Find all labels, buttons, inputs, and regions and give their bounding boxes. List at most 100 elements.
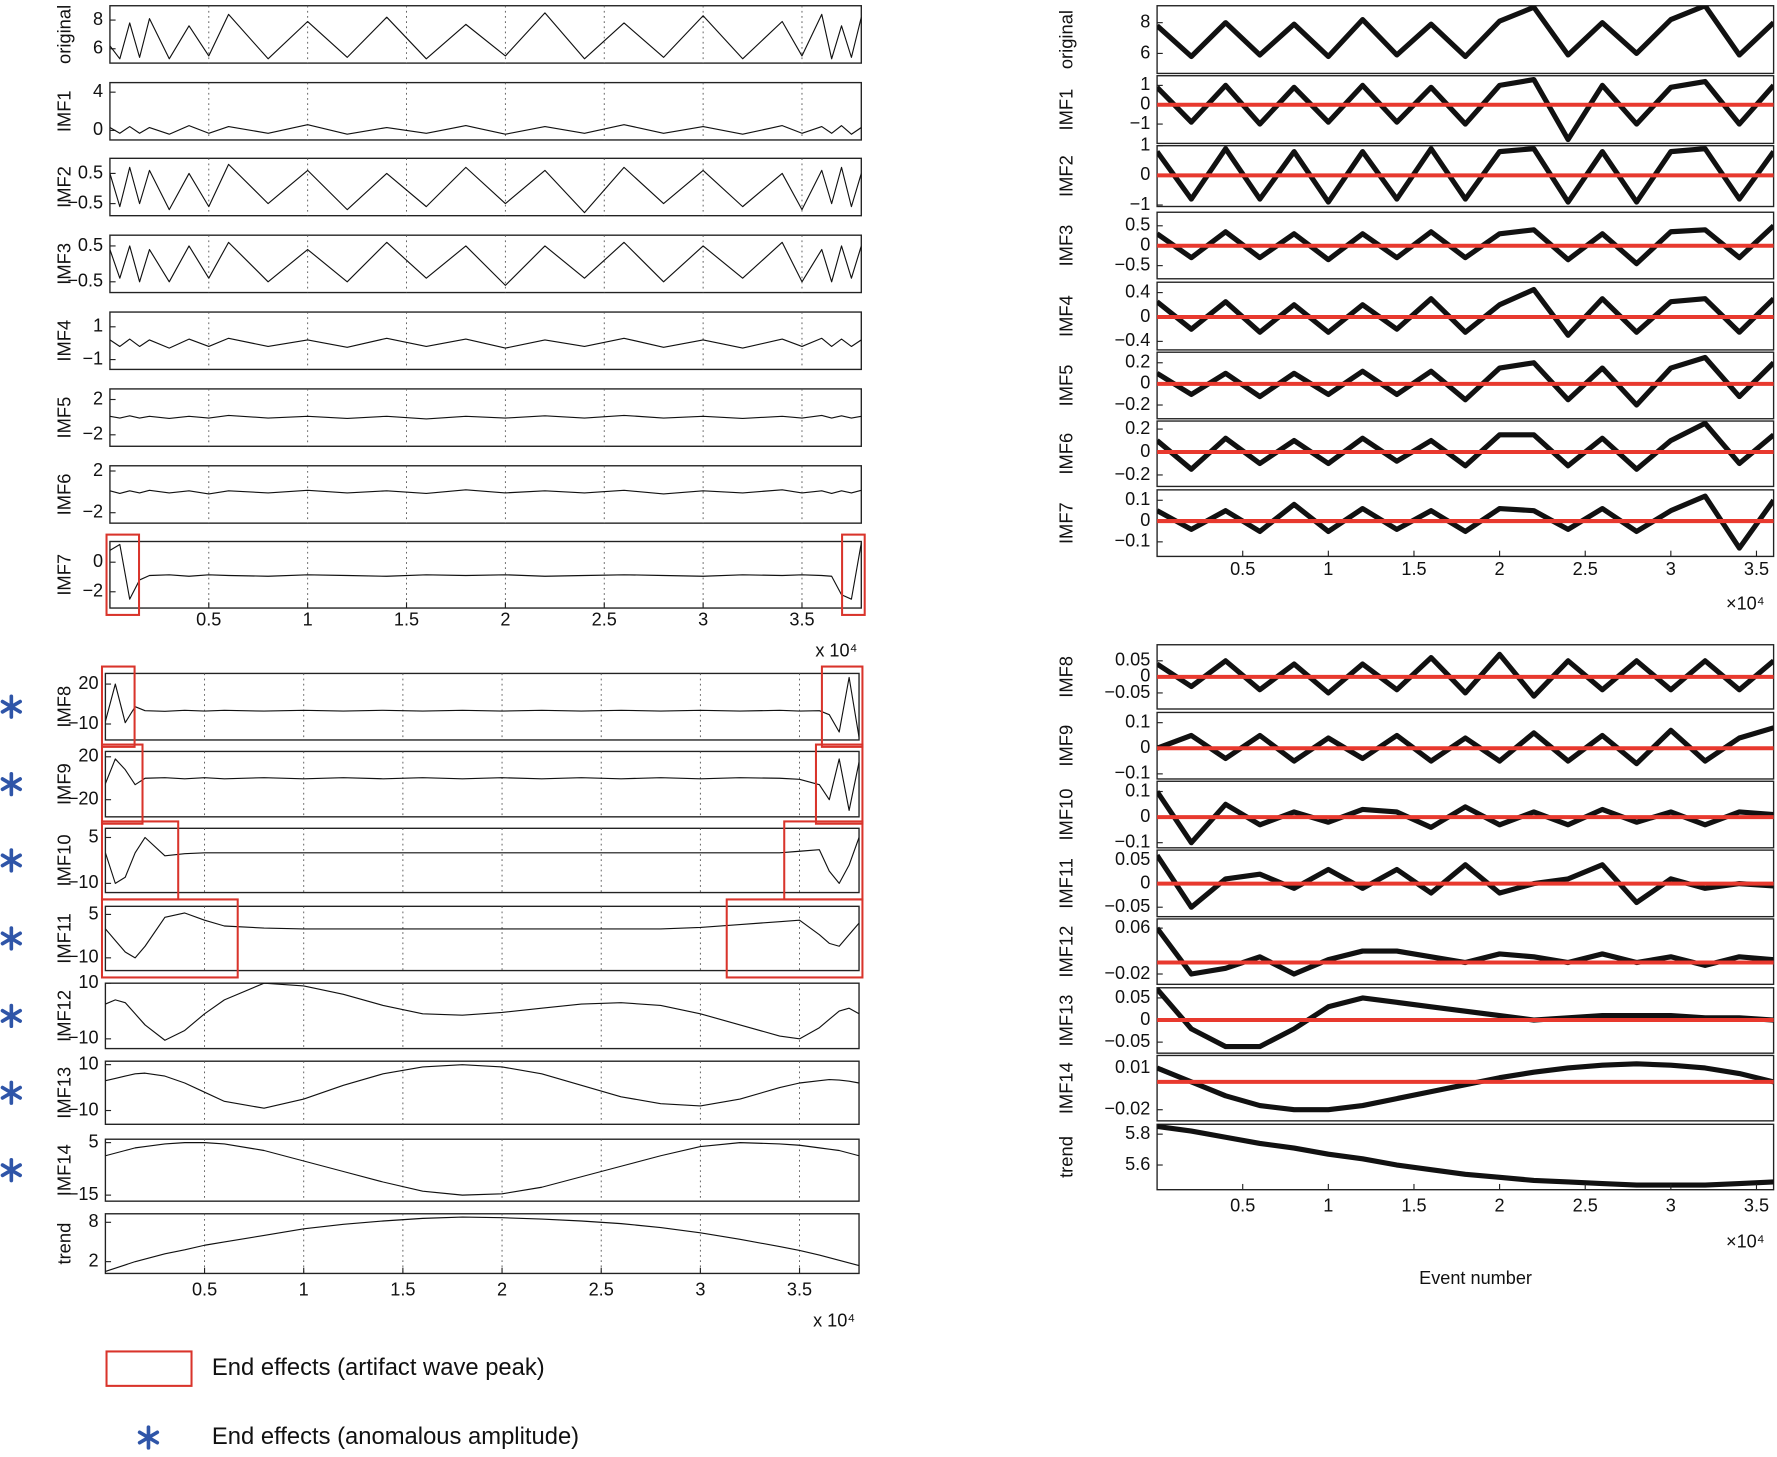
y-tick-label: 8: [93, 8, 103, 29]
y-tick-label: −0.5: [67, 191, 103, 212]
panel: 0.050−0.05 IMF13: [1055, 986, 1775, 1054]
signal-line: [105, 1216, 860, 1273]
x-tick-label: 3: [1666, 1195, 1676, 1216]
x-tick-label: 1: [1323, 1195, 1333, 1216]
y-tick-label: 0.05: [1115, 649, 1150, 670]
x-tick-label: 1: [1323, 558, 1333, 579]
y-axis-label: IMF9: [54, 763, 75, 805]
plot-frame: [109, 311, 862, 371]
y-tick-label: −0.5: [67, 270, 103, 291]
plot-frame: [1156, 1123, 1775, 1191]
signal-line: [109, 163, 862, 214]
panel: 0.050−0.05 IMF8: [1055, 644, 1775, 710]
y-tick-label: −2: [82, 580, 103, 601]
panel: 0.4 0 −0.4 IMF4: [1055, 280, 1775, 351]
signal-line: [1157, 651, 1774, 699]
y-axis-label: IMF8: [54, 686, 75, 728]
plot-frame: [104, 750, 860, 818]
plot-frame: [109, 5, 862, 64]
x-multiplier: ×10⁴: [1726, 592, 1765, 613]
y-axis-label: IMF2: [1055, 155, 1076, 197]
y-tick-label: −0.2: [1115, 463, 1151, 484]
y-tick-label: 5: [89, 902, 99, 923]
y-axis-label: IMF5: [1055, 365, 1076, 407]
panel: 0.20−0.2 IMF5: [1055, 351, 1775, 420]
signal-line: [1157, 987, 1774, 1050]
y-tick-label: −15: [68, 1183, 99, 1204]
asterisk-stroke: [0, 699, 22, 714]
x-tick-label: 1.5: [390, 1278, 415, 1299]
x-tick-label: 2.5: [1573, 1195, 1598, 1216]
y-axis-label: IMF3: [54, 243, 75, 285]
y-tick-label: 0: [1140, 440, 1150, 461]
x-tick-label: 2.5: [592, 608, 617, 629]
panel: 1 −1 IMF4: [54, 311, 862, 371]
y-tick-label: −0.1: [1115, 830, 1151, 851]
y-axis-label: IMF6: [1055, 433, 1076, 475]
y-tick-label: 0.1: [1125, 488, 1150, 509]
y-tick-label: 0: [1140, 665, 1150, 686]
y-tick-label: 0: [1140, 163, 1150, 184]
y-tick-label: 4: [93, 80, 103, 101]
y-tick-label: −10: [68, 1098, 99, 1119]
panel: 0.50−0.5 IMF3: [1055, 211, 1775, 280]
panel: 1 0 −1 IMF2: [1055, 133, 1775, 214]
panel: 0.10−0.1 IMF7 0.5 1 1.5 2 2.5 3 3.5 ×10⁴: [1055, 488, 1775, 613]
signal-line: [109, 241, 862, 286]
x-tick-label: 3: [698, 608, 708, 629]
plot-frame: [109, 81, 862, 141]
signal-line: [109, 489, 862, 495]
x-axis-label: Event number: [1419, 1267, 1532, 1288]
asterisk-stroke: [0, 931, 22, 946]
y-tick-label: 0.1: [1125, 779, 1150, 800]
y-tick-label: 1: [1140, 133, 1150, 154]
y-tick-label: 0.2: [1125, 417, 1150, 438]
y-tick-label: 2: [93, 459, 103, 480]
x-tick-label: 3.5: [787, 1278, 812, 1299]
signal-line: [105, 676, 860, 738]
x-tick-label: 1: [303, 608, 313, 629]
y-tick-label: 1: [93, 315, 103, 336]
x-tick-label: 1.5: [1401, 1195, 1426, 1216]
y-axis-label: IMF10: [1055, 789, 1076, 841]
signal-line: [1157, 421, 1774, 472]
y-tick-label: −0.1: [1115, 530, 1151, 551]
y-tick-label: 5.6: [1125, 1153, 1150, 1174]
signal-line: [105, 1142, 860, 1196]
plot-frame: [109, 157, 862, 217]
panel: 2 −2 IMF6: [54, 459, 862, 524]
y-axis-label: IMF9: [1055, 725, 1076, 767]
panel: 0 4 IMF1: [54, 80, 862, 141]
signal-line: [1157, 493, 1774, 551]
panel: 0.050 −0.05 IMF11: [1055, 848, 1775, 918]
panel: 5.8 5.6 trend 0.5 1 1.5 2 2.5 3 3.5 ×10⁴: [1055, 1122, 1775, 1251]
y-tick-label: 10: [78, 971, 98, 992]
y-tick-label: 5.8: [1125, 1122, 1150, 1143]
plot-frame: [109, 234, 862, 294]
y-axis-label: IMF12: [54, 990, 75, 1042]
signal-line: [105, 912, 860, 959]
x-tick-label: 1.5: [1401, 558, 1426, 579]
y-axis-label: IMF11: [54, 913, 75, 964]
y-tick-label: 5: [89, 1130, 99, 1151]
panel: 8 6 original: [1055, 5, 1775, 75]
y-tick-label: −1: [1130, 193, 1151, 214]
y-tick-label: 0.4: [1125, 280, 1150, 301]
x-tick-label: 3.5: [789, 608, 814, 629]
panel: 0.01 −0.02 IMF14: [1055, 1054, 1775, 1122]
y-tick-label: −1: [1130, 112, 1151, 133]
y-tick-label: 20: [78, 672, 98, 693]
x-tick-label: 0.5: [1230, 1195, 1255, 1216]
y-tick-label: −10: [68, 946, 99, 967]
end-effect-box: [814, 743, 864, 825]
asterisk-stroke: [137, 1430, 160, 1445]
y-tick-label: 0: [1140, 1008, 1150, 1029]
x-tick-label: 2: [497, 1278, 507, 1299]
y-axis-label: IMF13: [1055, 994, 1076, 1046]
y-axis-label: IMF4: [54, 320, 75, 362]
legend-label: End effects (artifact wave peak): [212, 1354, 545, 1381]
panel: 6 8 original: [54, 5, 862, 64]
